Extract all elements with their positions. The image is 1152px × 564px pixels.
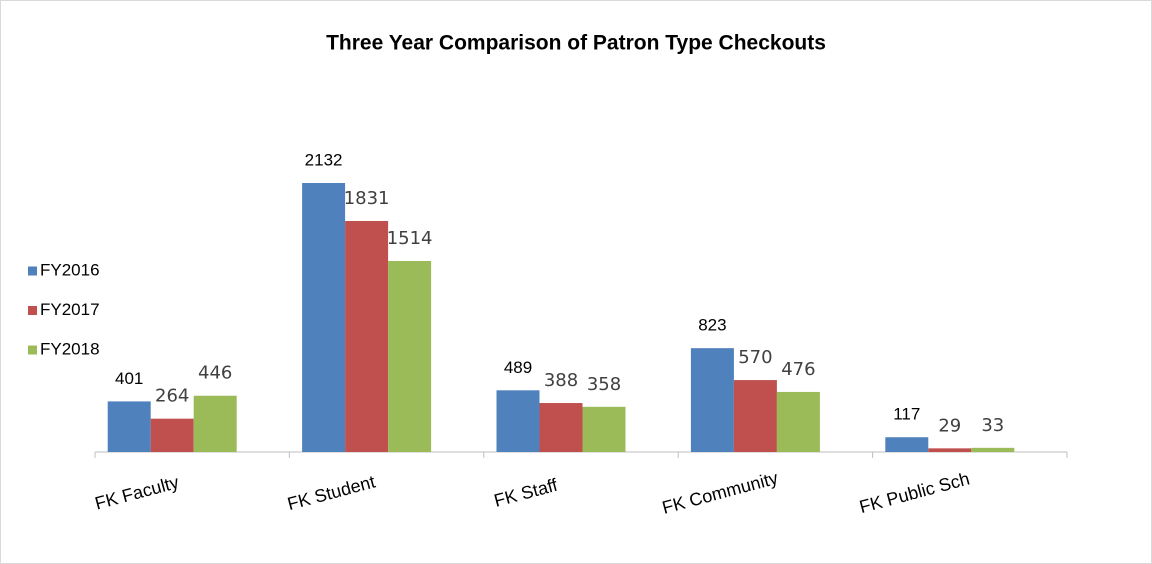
bar [539, 403, 583, 452]
bar [928, 448, 972, 452]
data-label: 388 [544, 370, 578, 391]
bar [345, 220, 389, 452]
data-label: 29 [938, 415, 961, 436]
data-label: 1831 [344, 188, 390, 209]
bar [388, 260, 432, 452]
data-label: 823 [698, 316, 726, 335]
data-label: 33 [981, 415, 1004, 436]
bar [107, 401, 151, 452]
data-label: 264 [155, 386, 189, 407]
data-label: 1514 [387, 228, 433, 249]
legend-swatch [28, 345, 37, 355]
data-label: 117 [893, 405, 920, 424]
data-label: 570 [738, 347, 772, 368]
data-label: 446 [198, 363, 232, 384]
legend-label: FY2016 [40, 260, 100, 279]
bar [733, 380, 777, 452]
data-label: 358 [587, 374, 621, 395]
chart-title: Three Year Comparison of Patron Type Che… [326, 32, 826, 55]
bar [302, 183, 346, 452]
bar [496, 390, 540, 452]
bar [885, 437, 929, 452]
data-label: 489 [504, 358, 532, 377]
data-label: 401 [115, 369, 143, 388]
bar [150, 418, 194, 452]
legend-swatch [28, 306, 37, 315]
legend-swatch [28, 266, 37, 276]
data-label: 2132 [305, 150, 343, 169]
bar [971, 447, 1015, 452]
bar [193, 395, 237, 452]
bar [690, 348, 734, 452]
bar [582, 406, 626, 452]
legend-label: FY2017 [40, 300, 100, 319]
bar [776, 391, 820, 452]
data-label: 476 [781, 359, 815, 380]
legend-label: FY2018 [40, 339, 100, 358]
